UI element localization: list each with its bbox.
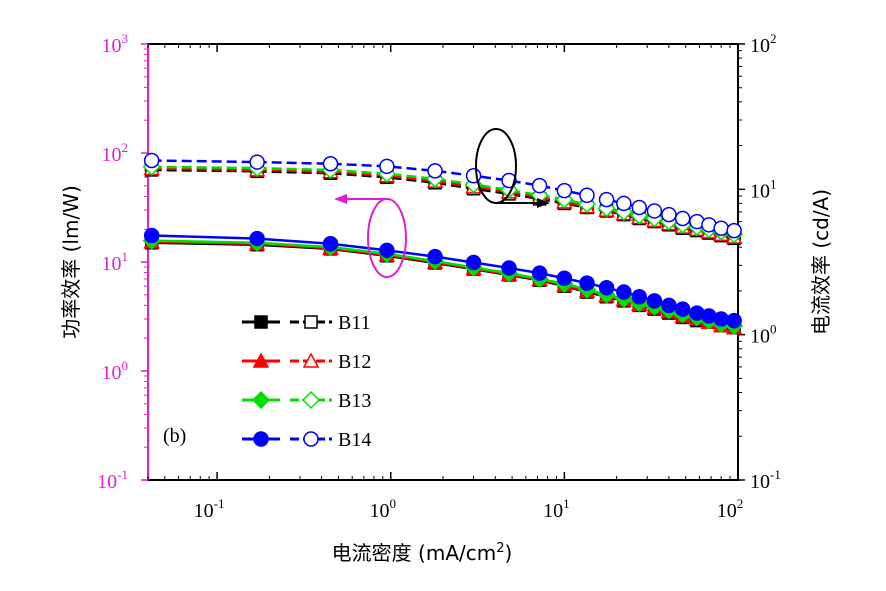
ce-point-b14 xyxy=(249,154,265,170)
legend-label: B13 xyxy=(338,390,371,412)
pe-point-b14 xyxy=(465,254,482,271)
pe-point-b14 xyxy=(143,227,160,244)
ce-point-b14 xyxy=(556,182,573,199)
legend-filled-marker xyxy=(254,315,268,329)
pe-point-b14 xyxy=(598,280,615,296)
pe-point-b14 xyxy=(556,270,573,286)
y-left-tick-label: 101 xyxy=(102,249,129,275)
series-b14 xyxy=(143,152,742,329)
pe-point-b14 xyxy=(646,293,663,309)
ce-point-b14 xyxy=(143,152,160,169)
ce-point-b14 xyxy=(674,210,691,227)
pe-line-b11 xyxy=(151,241,735,329)
panel-label: (b) xyxy=(163,425,186,447)
y-left-tick-label: 100 xyxy=(102,358,129,384)
legend-open-marker xyxy=(303,431,319,447)
ce-point-b14 xyxy=(427,163,443,179)
y-right-tick-label: 101 xyxy=(750,176,777,202)
pe-line-b13 xyxy=(151,239,735,328)
left-axis-arrowhead xyxy=(334,194,347,204)
pe-point-b14 xyxy=(379,242,395,259)
legend-filled-marker xyxy=(253,431,269,447)
legend-open-marker xyxy=(304,315,318,329)
ce-point-b14 xyxy=(713,220,729,236)
y-left-axis-title: 功率效率 (lm/W) xyxy=(59,185,83,339)
pe-point-b14 xyxy=(674,301,691,317)
legend-entry-b14: B14 xyxy=(242,429,371,451)
x-tick-label: 100 xyxy=(369,496,396,522)
legend-label: B12 xyxy=(338,351,371,373)
ce-point-b14 xyxy=(661,206,677,223)
y-right-tick-label: 10-1 xyxy=(750,467,781,493)
ce-point-b14 xyxy=(379,158,395,175)
y-right-axis-title: 电流效率 (cd/A) xyxy=(809,189,833,335)
legend-open-marker xyxy=(302,352,320,368)
pe-point-b14 xyxy=(579,275,595,291)
ce-point-b14 xyxy=(322,155,339,172)
pe-point-b14 xyxy=(726,312,742,329)
pe-point-b14 xyxy=(427,248,443,265)
pe-line-b12 xyxy=(151,240,735,329)
ce-point-b14 xyxy=(531,177,548,194)
x-tick-label: 101 xyxy=(543,496,570,522)
tick-layer: 10-1 100 101 10210-110010110210310-11001011… xyxy=(97,31,781,522)
legend: B11 B12 B13 B14 xyxy=(242,312,371,451)
legend-filled-marker xyxy=(251,390,271,410)
y-left-tick-label: 103 xyxy=(102,31,129,57)
pe-point-b14 xyxy=(501,260,517,276)
y-left-tick-label: 102 xyxy=(102,140,129,166)
pe-point-b14 xyxy=(631,288,648,305)
pe-point-b14 xyxy=(249,230,265,247)
legend-open-marker xyxy=(301,390,321,410)
legend-label: B14 xyxy=(338,429,371,451)
pe-point-b14 xyxy=(531,265,548,281)
legend-label: B11 xyxy=(338,312,371,334)
right-axis-arrowhead xyxy=(537,198,550,208)
x-tick-label: 102 xyxy=(717,496,744,522)
y-right-tick-label: 100 xyxy=(750,322,777,348)
x-tick-label: 10-1 xyxy=(194,496,225,522)
x-axis-title: 电流密度 (mA/cm2) xyxy=(332,541,513,565)
pe-point-b14 xyxy=(322,236,339,252)
series-layer xyxy=(142,152,744,335)
legend-entry-b12: B12 xyxy=(242,351,371,373)
ce-point-b14 xyxy=(726,222,742,239)
y-left-tick-label: 10-1 xyxy=(97,467,128,493)
ce-point-b14 xyxy=(646,203,663,219)
annotation-layer xyxy=(334,128,550,278)
pe-group-ellipse xyxy=(367,198,407,278)
pe-point-b14 xyxy=(616,284,632,300)
legend-filled-marker xyxy=(252,352,270,368)
ce-point-b14 xyxy=(616,195,632,212)
ce-point-b14 xyxy=(579,187,595,204)
ce-point-b14 xyxy=(598,191,615,208)
y-right-tick-label: 102 xyxy=(750,31,777,57)
legend-entry-b11: B11 xyxy=(242,312,371,334)
pe-point-b14 xyxy=(713,311,729,327)
ce-point-b14 xyxy=(631,199,648,216)
pe-point-b14 xyxy=(661,297,677,314)
legend-entry-b13: B13 xyxy=(242,390,371,412)
